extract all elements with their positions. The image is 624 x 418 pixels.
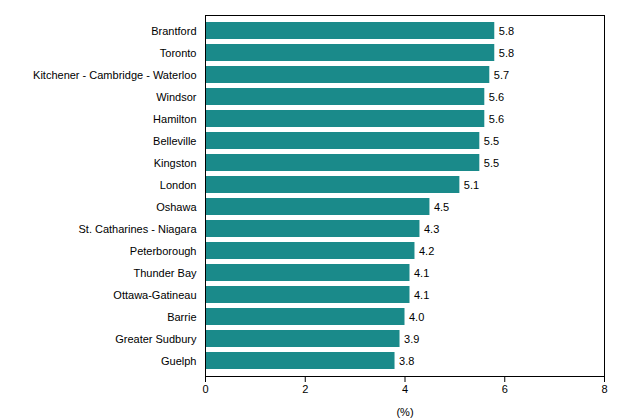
- svg-text:5.6: 5.6: [489, 113, 504, 125]
- svg-text:3.8: 3.8: [399, 355, 414, 367]
- svg-text:Brantford: Brantford: [151, 25, 196, 37]
- svg-text:4.5: 4.5: [434, 201, 449, 213]
- svg-text:London: London: [160, 179, 197, 191]
- svg-text:Kitchener - Cambridge - Waterl: Kitchener - Cambridge - Waterloo: [33, 69, 196, 81]
- svg-text:4.0: 4.0: [409, 311, 424, 323]
- svg-text:8: 8: [601, 383, 607, 395]
- svg-text:5.5: 5.5: [484, 157, 499, 169]
- svg-text:Windsor: Windsor: [156, 91, 197, 103]
- svg-text:0: 0: [202, 383, 208, 395]
- svg-text:Ottawa-Gatineau: Ottawa-Gatineau: [113, 289, 196, 301]
- svg-text:Toronto: Toronto: [160, 47, 197, 59]
- svg-text:4.3: 4.3: [424, 223, 439, 235]
- svg-text:(%): (%): [396, 406, 413, 418]
- svg-text:4.2: 4.2: [419, 245, 434, 257]
- svg-text:5.6: 5.6: [489, 91, 504, 103]
- svg-text:5.7: 5.7: [494, 69, 509, 81]
- svg-text:5.1: 5.1: [464, 179, 479, 191]
- svg-text:Kingston: Kingston: [154, 157, 197, 169]
- svg-text:Thunder Bay: Thunder Bay: [134, 267, 197, 279]
- svg-text:Guelph: Guelph: [161, 355, 196, 367]
- svg-text:5.8: 5.8: [499, 47, 514, 59]
- svg-text:5.5: 5.5: [484, 135, 499, 147]
- svg-text:St. Catharines - Niagara: St. Catharines - Niagara: [79, 223, 198, 235]
- svg-text:4: 4: [402, 383, 408, 395]
- svg-text:Peterborough: Peterborough: [130, 245, 197, 257]
- svg-text:2: 2: [302, 383, 308, 395]
- svg-text:Barrie: Barrie: [167, 311, 196, 323]
- svg-text:Oshawa: Oshawa: [156, 201, 197, 213]
- svg-text:5.8: 5.8: [499, 25, 514, 37]
- svg-text:Hamilton: Hamilton: [153, 113, 196, 125]
- svg-text:Greater Sudbury: Greater Sudbury: [115, 333, 197, 345]
- svg-text:3.9: 3.9: [404, 333, 419, 345]
- svg-text:4.1: 4.1: [414, 267, 429, 279]
- svg-text:4.1: 4.1: [414, 289, 429, 301]
- svg-text:6: 6: [502, 383, 508, 395]
- svg-text:Belleville: Belleville: [153, 135, 196, 147]
